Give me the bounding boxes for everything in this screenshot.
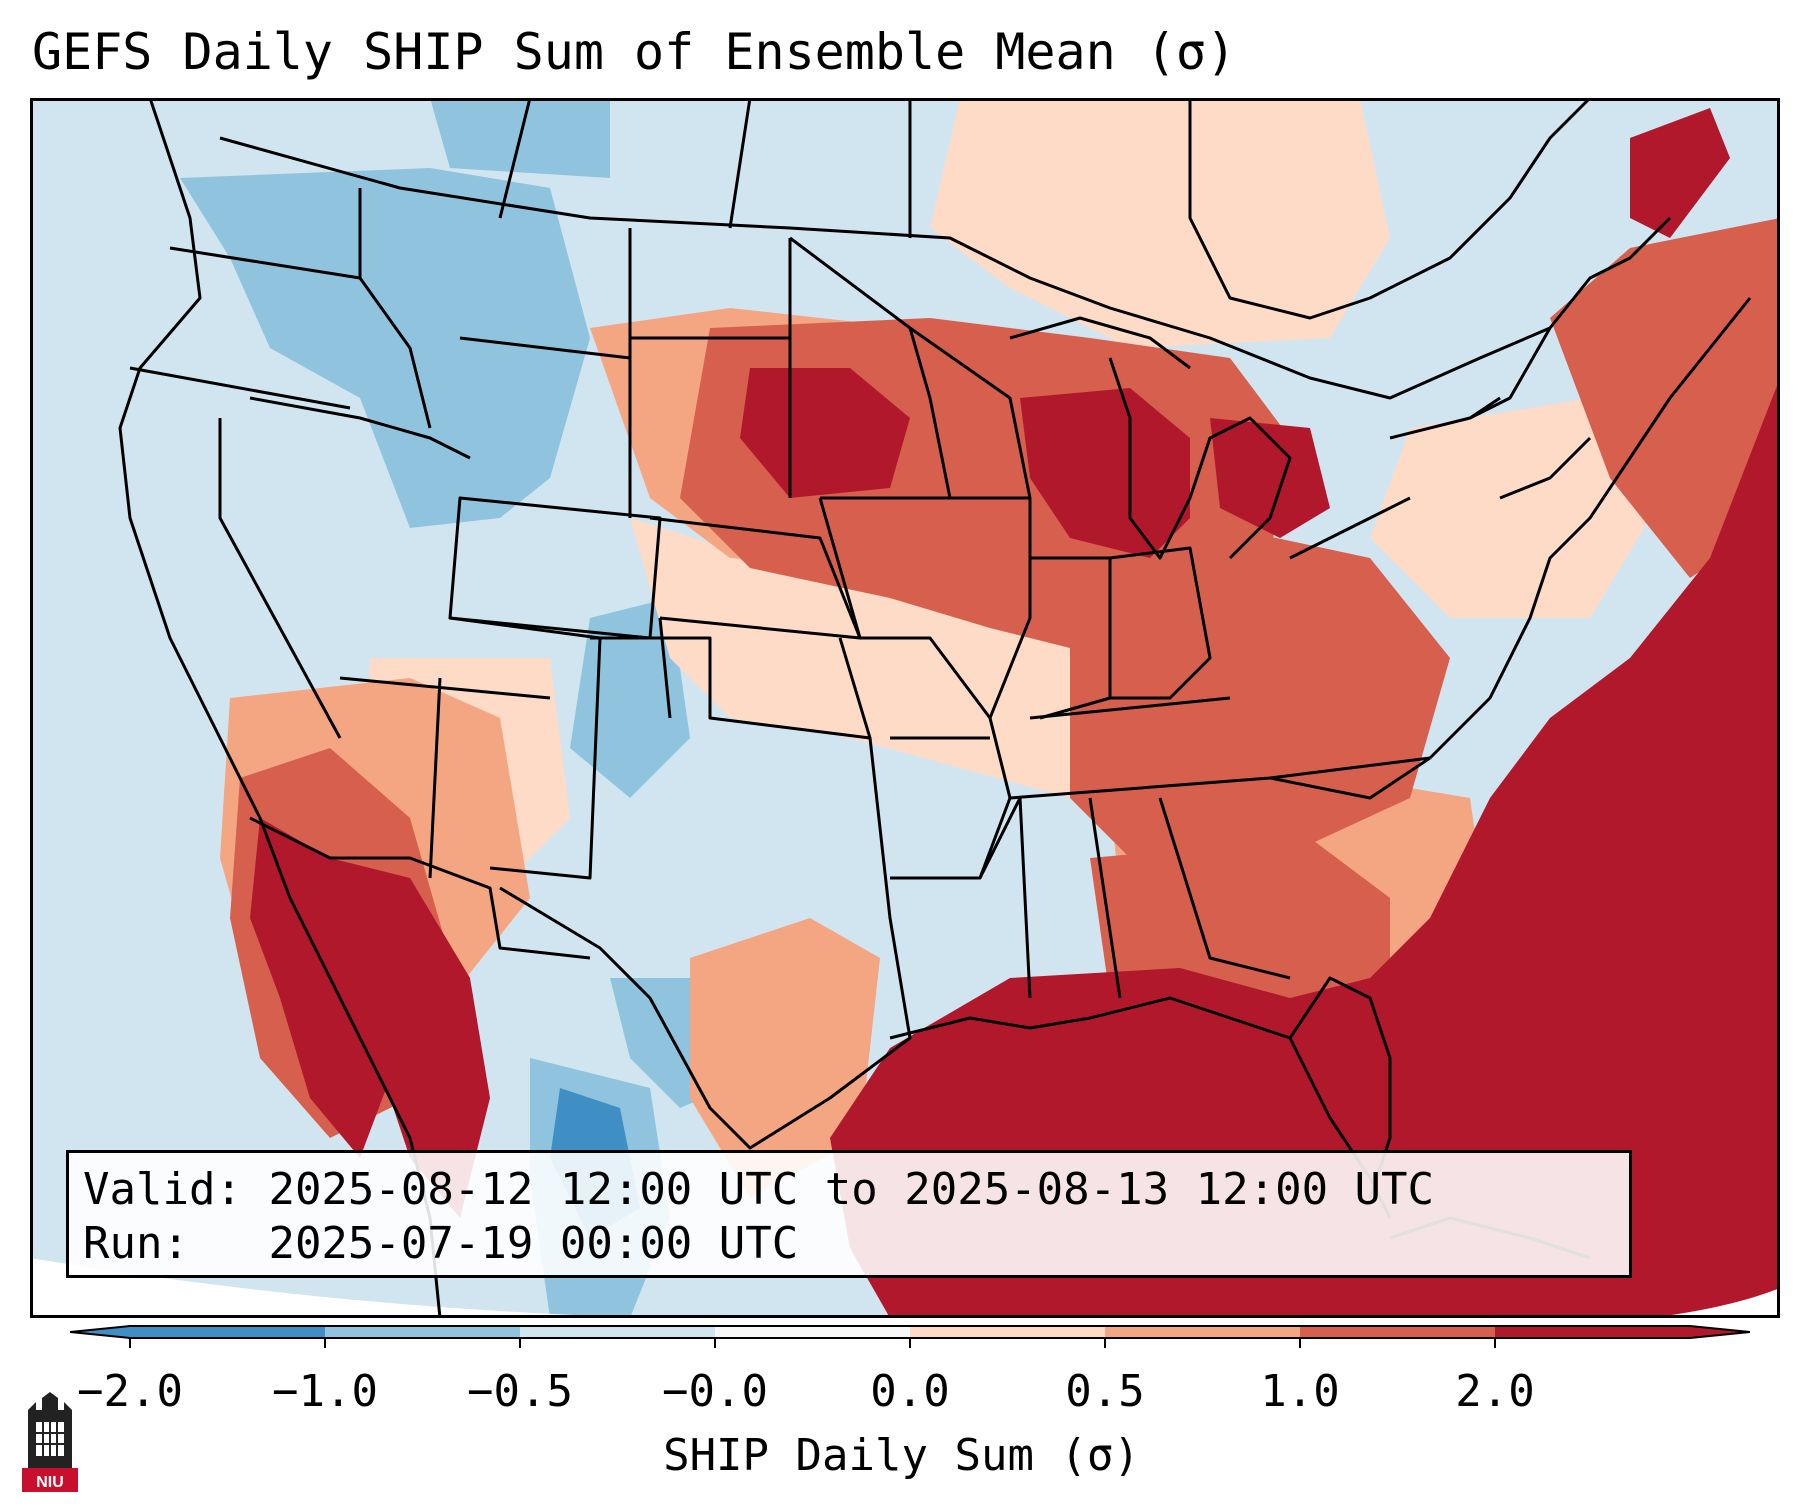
state-boundaries <box>118 98 1752 1318</box>
field-strong-positive-maritimes <box>1630 108 1730 238</box>
florida <box>1288 976 1392 1199</box>
great-lakes-michigan <box>1108 357 1292 560</box>
gulf-coastline <box>889 996 1392 1219</box>
california-nevada <box>218 418 342 739</box>
colorbar-segment-6 <box>1300 1326 1495 1338</box>
field-strong-positive-dakotas <box>740 368 910 498</box>
arizona-newmexico <box>428 677 442 879</box>
great-lakes-superior <box>1009 316 1191 370</box>
nebraska-kansas <box>649 516 872 739</box>
anomaly-map <box>30 98 1780 1318</box>
field-strong-positive-baja <box>250 818 390 1158</box>
new-england <box>1469 216 1672 500</box>
washington-oregon <box>169 246 361 280</box>
colorbar-segment-2 <box>520 1326 715 1338</box>
field-strong-positive-michigan <box>1210 418 1330 538</box>
mexico-border <box>249 816 591 960</box>
map-border <box>30 98 1780 1318</box>
field-strong-positive-great-lakes <box>1020 388 1190 558</box>
colorbar-tick-label: 1.0 <box>1260 1366 1340 1417</box>
wisconsin-illinois <box>909 326 1032 719</box>
canada-provinces <box>498 98 912 238</box>
colorbar-tick-label: −0.5 <box>467 1366 573 1417</box>
colorbar-tick-label: 0.0 <box>870 1366 950 1417</box>
map-title: GEFS Daily SHIP Sum of Ensemble Mean (σ) <box>32 23 1237 81</box>
field-strong-positive-mexico-west <box>330 858 490 1218</box>
map-panel[interactable] <box>30 98 1780 1318</box>
colorbar-tick-label: −2.0 <box>77 1366 183 1417</box>
valid-value: 2025-08-12 12:00 UTC to 2025-08-13 12:00… <box>268 1164 1435 1215</box>
field-weak-positive-north <box>930 98 1390 348</box>
logo-text: NIU <box>36 1474 64 1491</box>
newmexico <box>449 616 602 880</box>
colorbar-tick-label: −1.0 <box>272 1366 378 1417</box>
logo-banner <box>22 1468 78 1492</box>
colorbar-segment-7 <box>1495 1326 1750 1338</box>
field-strong-positive-atlantic-gulf <box>830 378 1780 1318</box>
oregon-california <box>129 366 351 410</box>
tower-window-grid <box>36 1422 64 1456</box>
colorbar-segment-3 <box>715 1326 910 1338</box>
valid-label: Valid: <box>83 1164 242 1215</box>
run-label: Run: <box>83 1218 189 1269</box>
utah-arizona <box>339 676 551 700</box>
nevada-utah <box>249 396 471 460</box>
colorbar-segment-0 <box>70 1326 325 1338</box>
niu-logo: NIU <box>22 1392 78 1492</box>
field-weak-positive-northeast <box>1370 398 1650 618</box>
field-moderate-positive-mexico <box>690 918 880 1198</box>
minnesota-iowa <box>789 236 952 639</box>
west-coastline <box>118 98 442 1318</box>
field-west-negative <box>180 168 590 528</box>
colorbar-segment-4 <box>910 1326 1105 1338</box>
colorbar-label: SHIP Daily Sum (σ) <box>663 1430 1140 1481</box>
run-line: Run: 2025-07-19 00:00 UTC <box>83 1217 1615 1271</box>
colorbar-segment-5 <box>1105 1326 1300 1338</box>
quebec-boundary <box>1188 98 1592 320</box>
canada-border <box>219 136 1551 400</box>
colorbar-tick-label: 0.5 <box>1065 1366 1145 1417</box>
colorbar-tick-label: −0.0 <box>662 1366 768 1417</box>
southeast-states <box>978 756 1431 999</box>
run-value: 2025-07-19 00:00 UTC <box>268 1218 799 1269</box>
east-coastline <box>1428 297 1752 760</box>
dakotas <box>628 228 792 518</box>
field-positive-northeast <box>1550 218 1780 578</box>
colorbar-segment-1 <box>325 1326 520 1338</box>
colorbar <box>70 1325 1750 1348</box>
field-positive-midwest <box>1070 528 1450 878</box>
valid-line: Valid: 2025-08-12 12:00 UTC to 2025-08-1… <box>83 1163 1615 1217</box>
texas <box>499 636 912 1150</box>
missouri-arkansas <box>860 636 1012 880</box>
map-edge-bottom-right <box>1650 1288 1780 1318</box>
valid-run-box: Valid: 2025-08-12 12:00 UTC to 2025-08-1… <box>66 1150 1632 1278</box>
idaho-montana <box>358 188 432 429</box>
colorbar-tick-label: 2.0 <box>1455 1366 1535 1417</box>
map-edge-bottom-left <box>30 1258 650 1318</box>
